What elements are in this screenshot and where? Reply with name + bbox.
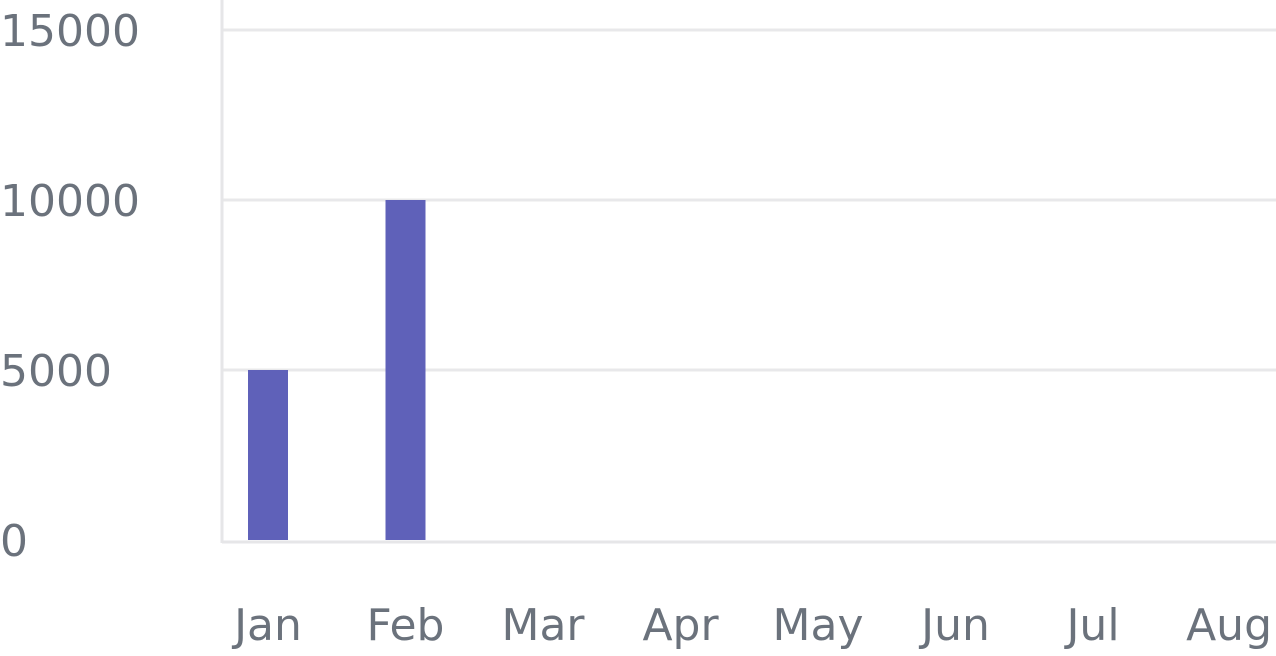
x-tick-label-jun: Jun (918, 600, 990, 651)
axes (220, 0, 1276, 544)
y-tick-labels: 0 5000 10000 15000 (0, 6, 140, 567)
y-tick-label-0: 0 (0, 516, 28, 567)
x-tick-label-jan: Jan (231, 600, 302, 651)
x-tick-labels: Jan Feb Mar Apr May Jun Jul Aug (231, 600, 1272, 651)
bars (248, 200, 426, 540)
x-tick-label-aug: Aug (1186, 600, 1272, 651)
y-tick-label-5000: 5000 (0, 346, 112, 397)
bar-feb (385, 200, 426, 540)
y-tick-label-15000: 15000 (0, 6, 140, 57)
bar-jan (248, 370, 288, 540)
x-tick-label-jul: Jul (1063, 600, 1119, 651)
y-tick-label-10000: 10000 (0, 176, 140, 227)
x-tick-label-mar: Mar (501, 600, 585, 651)
gridlines (222, 28, 1276, 372)
x-tick-label-may: May (773, 600, 864, 651)
x-tick-label-feb: Feb (367, 600, 445, 651)
x-tick-label-apr: Apr (642, 600, 719, 651)
